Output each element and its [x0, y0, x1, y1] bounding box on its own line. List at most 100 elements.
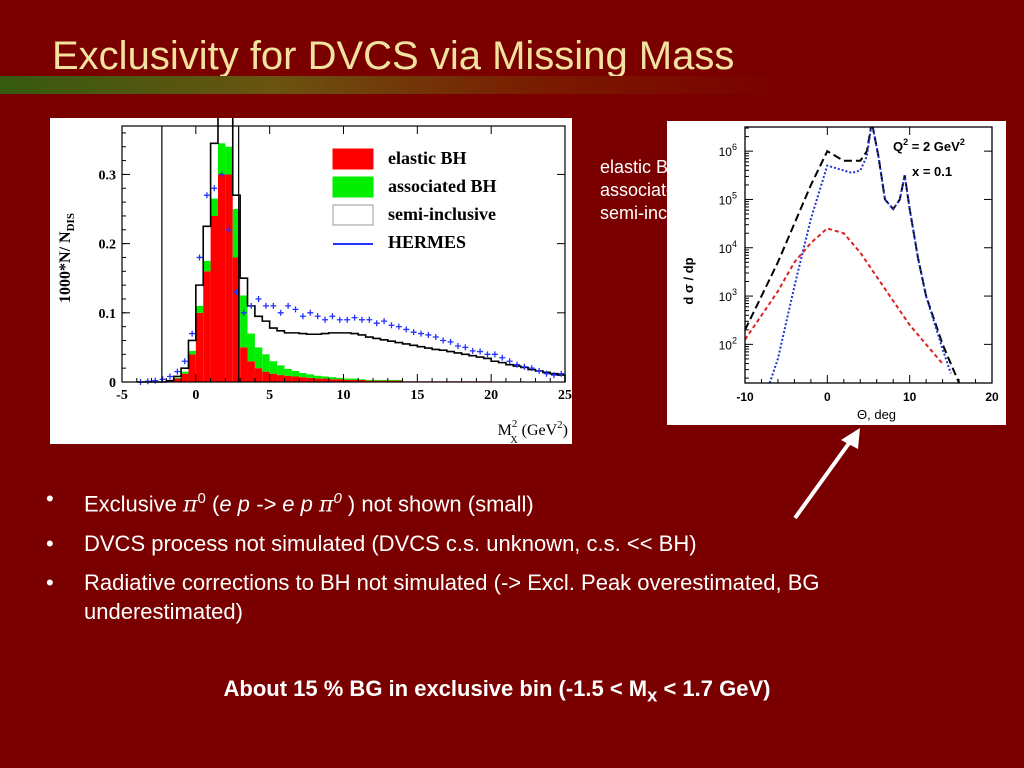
hermes-data-point — [344, 316, 351, 323]
hermes-data-point — [203, 192, 210, 199]
associated-bh-bar — [313, 375, 322, 379]
y-tick-base: 10 — [719, 145, 733, 159]
stray-legend-line: elastic BH — [600, 157, 670, 177]
hermes-data-point — [528, 365, 535, 372]
x-tick-label: 20 — [985, 390, 999, 404]
legend-swatch — [332, 204, 374, 226]
hermes-data-point — [314, 313, 321, 320]
hermes-data-point — [144, 378, 151, 385]
hermes-data-point — [506, 358, 513, 365]
associated-bh-bar — [262, 354, 270, 372]
associated-bh-bar — [210, 198, 218, 216]
hermes-data-point — [159, 376, 166, 383]
hermes-data-point — [388, 322, 395, 329]
elastic-bh-bar — [232, 257, 241, 382]
legend-swatch — [332, 148, 374, 170]
hermes-data-point — [373, 320, 380, 327]
associated-bh-bar — [254, 347, 263, 369]
hermes-data-point — [425, 331, 432, 338]
associated-bh-bar — [321, 376, 329, 379]
y-tick-label: 0.3 — [99, 168, 117, 183]
missing-mass-histogram-figure: -5 0 5 10 15 20 25 0 0.1 0.2 0.3 1000*N/ NDIS M2 X (G… — [50, 94, 572, 446]
hermes-data-point — [329, 313, 336, 320]
hermes-data-point — [521, 363, 528, 370]
associated-bh-bar — [387, 379, 396, 381]
elastic-bh-bar — [240, 347, 248, 382]
y-axis-label-main: 1000*N/ N — [57, 231, 74, 303]
elastic-bh-bar — [262, 371, 270, 382]
legend-swatch — [332, 176, 374, 198]
hermes-data-point — [403, 326, 410, 333]
hermes-data-point — [277, 309, 284, 316]
elastic-bh-bar — [387, 380, 396, 382]
elastic-bh-bar — [380, 380, 388, 382]
elastic-bh-bar — [203, 271, 211, 382]
associated-bh-bar — [299, 373, 307, 378]
elastic-bh-bar — [217, 174, 226, 382]
legend-label: associated BH — [388, 176, 497, 196]
x-axis-label-unit-end: ) — [563, 422, 568, 439]
hermes-data-point — [262, 302, 269, 309]
hermes-data-point — [447, 338, 454, 345]
associated-bh-bar — [188, 350, 196, 355]
hermes-data-point — [395, 323, 402, 330]
bullet-item: DVCS process not simulated (DVCS c.s. un… — [46, 529, 926, 558]
summary-note-text: About 15 % BG in exclusive bin (-1.5 < M — [223, 676, 648, 701]
x-axis-label: M2 X (GeV2) — [498, 418, 568, 444]
associated-bh-bar — [195, 305, 204, 313]
legend-label: elastic BH — [388, 148, 467, 168]
hermes-data-point — [499, 354, 506, 361]
associated-bh-bar — [203, 260, 211, 272]
hermes-data-point — [454, 343, 461, 350]
annotation-part: = 2 GeV — [908, 139, 960, 154]
y-tick-base: 10 — [719, 242, 733, 256]
associated-bh-bar — [217, 143, 226, 175]
hermes-data-point — [432, 334, 439, 341]
associated-bh-bar — [291, 370, 300, 377]
elastic-bh-bar — [254, 368, 263, 382]
elastic-bh-bar — [299, 377, 307, 382]
hermes-data-point — [211, 185, 218, 192]
y-tick-label: 0.1 — [99, 307, 117, 322]
hermes-data-point — [255, 295, 262, 302]
annotation-sup: 2 — [960, 137, 965, 147]
x-axis-label-main: M — [498, 422, 512, 439]
partially-hidden-legend-text: elastic BH associated BH semi-inclusive — [600, 156, 670, 225]
associated-bh-bar — [181, 371, 189, 374]
hermes-data-point — [381, 318, 388, 325]
bullet-text-part: π — [319, 492, 334, 518]
hermes-data-point — [240, 309, 247, 316]
x-tick-label: 10 — [903, 390, 917, 404]
semi-inclusive-outline — [136, 94, 566, 383]
hermes-data-point — [336, 316, 343, 323]
elastic-bh-bar — [395, 380, 403, 382]
hermes-data-point — [358, 316, 365, 323]
associated-bh-bar — [225, 146, 233, 175]
associated-bh-bar — [358, 379, 366, 380]
associated-bh-bar — [395, 379, 403, 381]
elastic-bh-bar — [195, 312, 204, 382]
hermes-data-point — [418, 330, 425, 337]
elastic-bh-bar — [210, 215, 218, 382]
y-tick-base: 10 — [719, 290, 733, 304]
legend-label: semi-inclusive — [388, 204, 496, 224]
y-tick-label: 105 — [719, 190, 737, 207]
elastic-bh-bar — [313, 378, 322, 382]
associated-bh-bar — [373, 379, 381, 381]
x-tick-label: 10 — [337, 388, 351, 403]
elastic-bh-bar — [350, 379, 359, 382]
y-tick-exponent: 4 — [732, 239, 737, 249]
bullet-text-part: Radiative corrections to BH not simulate… — [84, 570, 820, 625]
hermes-data-point — [351, 314, 358, 321]
y-tick-exponent: 6 — [732, 142, 737, 152]
elastic-bh-bar — [306, 377, 314, 382]
associated-bh-bar — [365, 379, 374, 381]
title-underline-bar — [0, 76, 780, 94]
hermes-data-point — [514, 361, 521, 368]
hermes-data-point — [491, 351, 498, 358]
hermes-data-point — [299, 313, 306, 320]
y-tick-label: 0.2 — [99, 238, 117, 253]
annotation-part: Q — [893, 139, 903, 154]
elastic-bh-bar — [181, 373, 189, 382]
